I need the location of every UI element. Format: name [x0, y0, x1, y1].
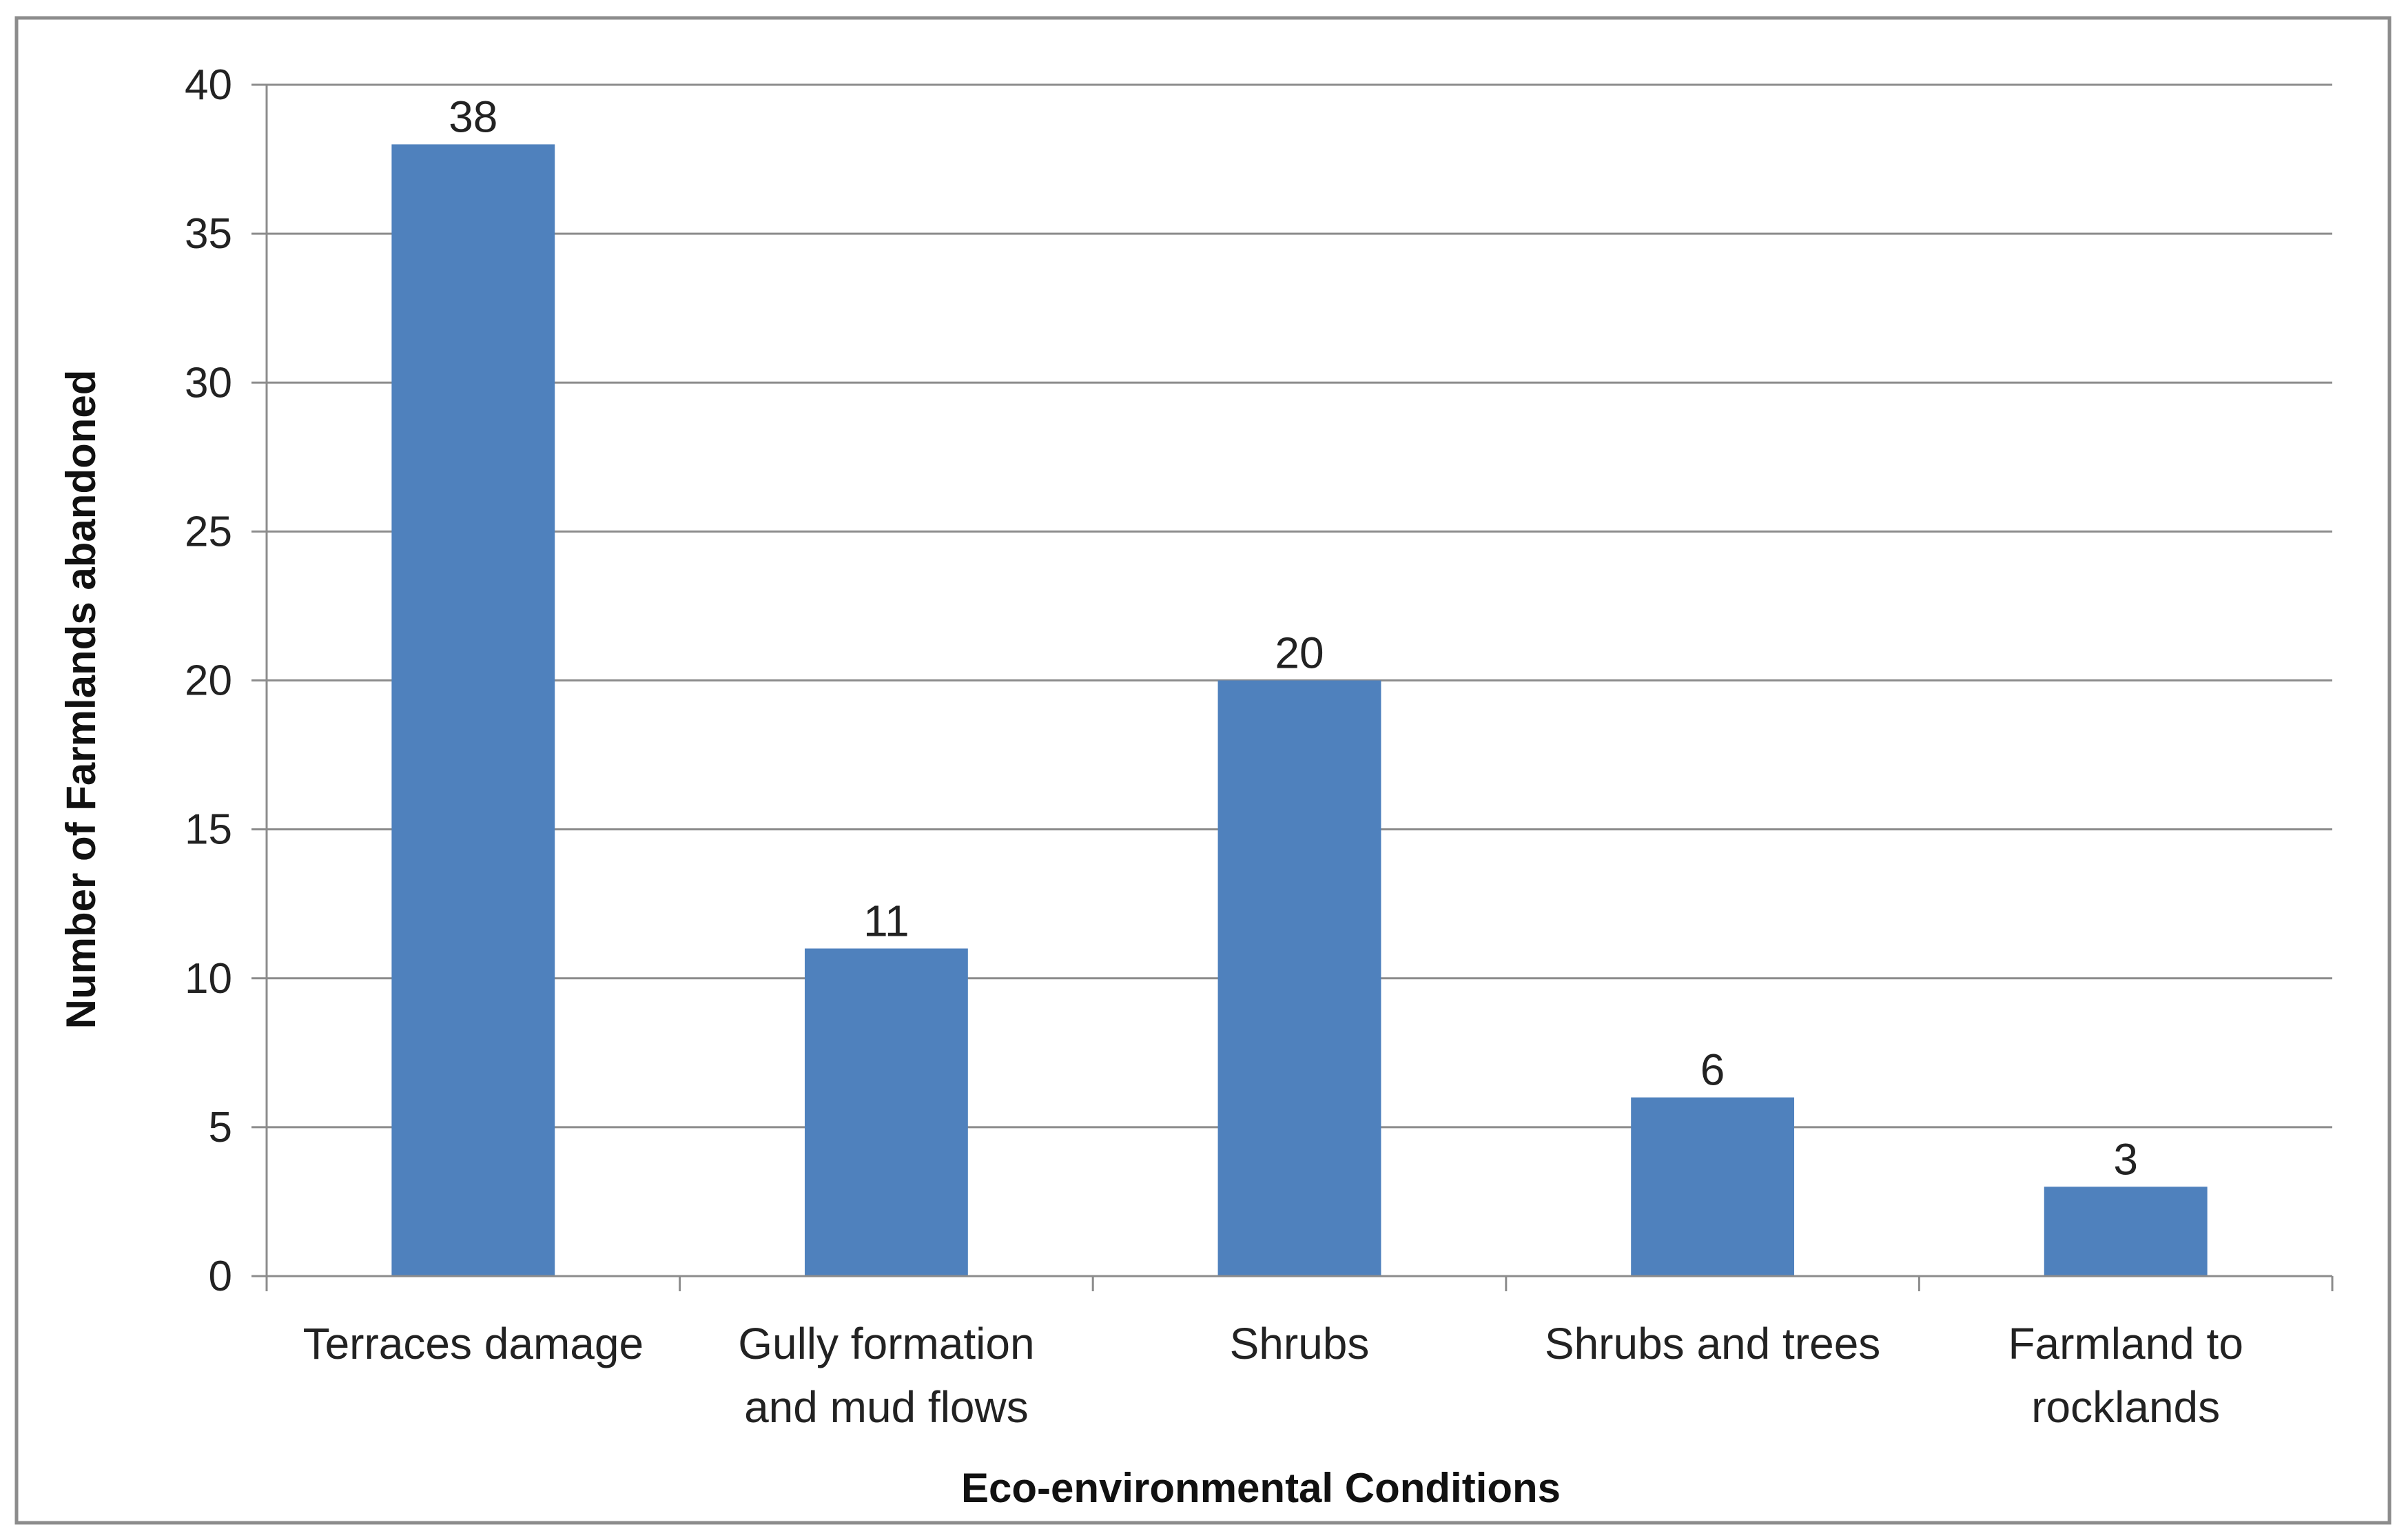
x-tick-label-line: Farmland to: [2008, 1319, 2243, 1368]
bar: [1217, 680, 1381, 1276]
bar: [804, 948, 968, 1276]
data-label: 20: [1275, 628, 1324, 678]
y-tick-label: 5: [209, 1104, 232, 1151]
x-tick-label: Gully formation and mud flows: [738, 1319, 1034, 1432]
y-tick-label: 25: [185, 508, 232, 555]
y-tick-label: 20: [185, 657, 232, 705]
y-tick-label: 10: [185, 955, 232, 1003]
bars: [391, 144, 2208, 1277]
data-label: 11: [863, 896, 909, 946]
x-tick-label-line: Terraces damage: [303, 1319, 644, 1368]
y-axis-title: Number of Farmlands abandoned: [58, 370, 104, 1029]
x-tick-label-line: and mud flows: [744, 1382, 1029, 1432]
x-tick-label-line: Shrubs and trees: [1545, 1319, 1880, 1368]
data-label: 6: [1700, 1045, 1725, 1095]
y-tick-label: 0: [209, 1253, 232, 1300]
x-tick-label: Terraces damage: [303, 1319, 644, 1368]
y-tick-label: 15: [185, 806, 232, 854]
y-tick-label: 35: [185, 210, 232, 258]
axes: [251, 83, 2334, 1291]
chart-border: [14, 16, 2392, 1525]
bar: [391, 144, 555, 1277]
x-tick-label-line: rocklands: [2031, 1382, 2220, 1432]
y-tick-label: 40: [185, 61, 232, 109]
bar: [1631, 1097, 1795, 1276]
x-tick-label: Shrubs: [1230, 1319, 1370, 1368]
labels: 0 5 10 15 20 25 30 35 40 38 Terraces damage 11 Gully…: [185, 61, 2243, 1432]
data-label: 38: [449, 92, 497, 141]
y-tick-label: 30: [185, 359, 232, 407]
x-tick-label: Farmland to rocklands: [2008, 1319, 2243, 1432]
bar: [2044, 1187, 2208, 1276]
x-axis-title: Eco-environmental Conditions: [961, 1465, 1561, 1511]
x-tick-label-line: Shrubs: [1230, 1319, 1370, 1368]
x-tick-label-line: Gully formation: [738, 1319, 1034, 1368]
x-tick-label: Shrubs and trees: [1545, 1319, 1880, 1368]
data-label: 3: [2113, 1134, 2138, 1184]
